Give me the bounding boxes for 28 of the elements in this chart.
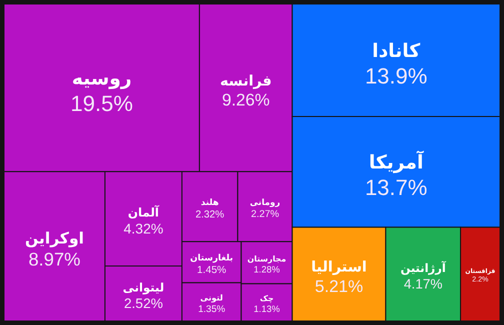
data-label: 13.9% <box>364 63 428 88</box>
data-label: 1.13% <box>254 304 280 314</box>
category-label: روسیه <box>72 68 132 90</box>
category-label: لیتوانی <box>122 280 164 294</box>
data-label: 9.26% <box>222 90 270 110</box>
data-label: 1.35% <box>198 304 226 315</box>
category-label: رومانی <box>250 197 280 208</box>
data-label: 13.7% <box>364 174 428 200</box>
data-label: 2.32% <box>195 209 224 220</box>
data-label: 19.5% <box>70 90 133 116</box>
data-label: 2.52% <box>124 296 163 311</box>
category-label: اوکراین <box>24 230 84 248</box>
data-label: 1.45% <box>197 264 226 276</box>
category-label: آمریکا <box>368 150 424 174</box>
data-label: 4.32% <box>124 220 164 237</box>
data-label: 2.27% <box>250 209 280 220</box>
data-label: 1.28% <box>254 264 280 274</box>
category-label: استرالیا <box>311 260 367 276</box>
category-label: آلمان <box>128 204 160 220</box>
data-label: 8.97% <box>28 248 80 270</box>
data-label: 5.21% <box>314 276 364 296</box>
category-label: بلغارستان <box>190 254 234 264</box>
category-label: فرانسه <box>220 73 272 90</box>
category-label: هلند <box>200 198 219 208</box>
data-label: 4.17% <box>404 276 442 292</box>
category-label: کانادا <box>372 40 420 62</box>
category-label: آرژانتین <box>400 260 447 276</box>
category-label: لتونی <box>200 292 223 302</box>
